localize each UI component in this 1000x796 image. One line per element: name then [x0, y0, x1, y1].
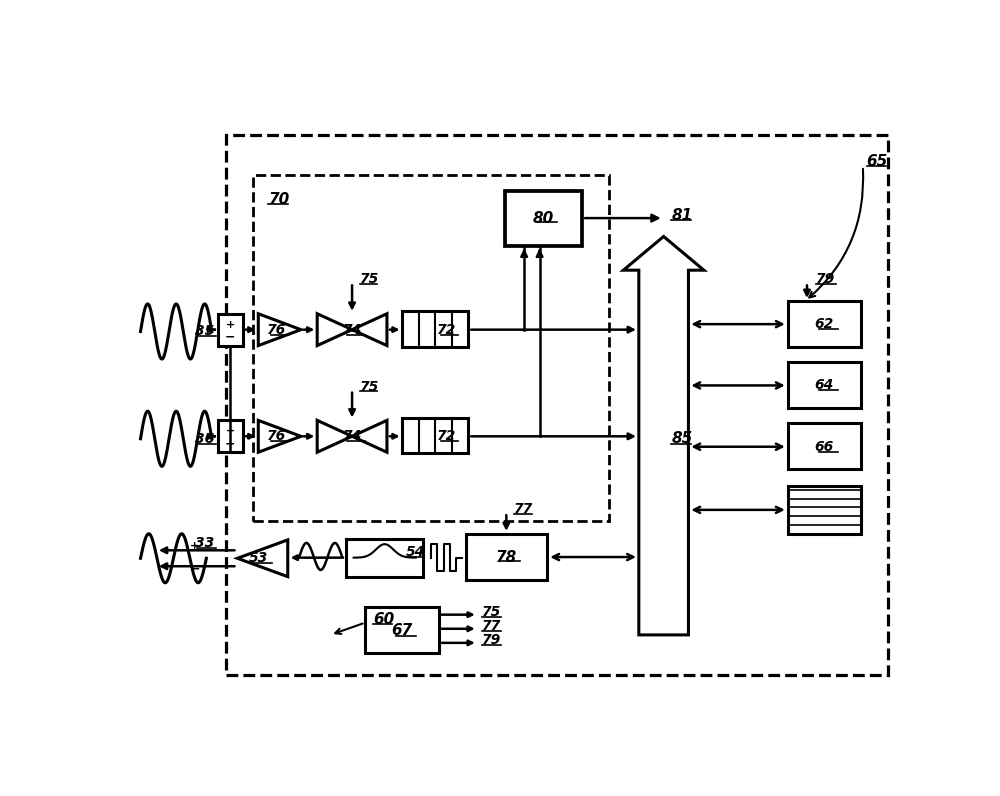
Text: 36: 36 [195, 431, 214, 446]
Text: 53: 53 [249, 552, 268, 565]
Text: −: − [225, 437, 236, 451]
Text: 35: 35 [195, 325, 214, 338]
Text: 80: 80 [533, 211, 554, 225]
FancyBboxPatch shape [505, 190, 582, 246]
Text: −: − [225, 330, 236, 344]
FancyBboxPatch shape [788, 486, 861, 534]
Text: 64: 64 [814, 378, 834, 392]
Text: 72: 72 [437, 322, 456, 337]
FancyBboxPatch shape [218, 314, 243, 345]
Text: 67: 67 [391, 623, 412, 638]
Text: 66: 66 [814, 439, 834, 454]
Text: 60: 60 [373, 612, 394, 627]
Text: 75: 75 [482, 605, 501, 619]
Text: 74: 74 [342, 429, 362, 443]
FancyBboxPatch shape [402, 418, 468, 454]
FancyBboxPatch shape [365, 607, 439, 654]
Text: −: − [190, 562, 200, 576]
FancyBboxPatch shape [788, 423, 861, 470]
Text: 81: 81 [671, 208, 693, 223]
Text: 79: 79 [482, 634, 501, 647]
Text: 77: 77 [514, 502, 533, 517]
Text: +: + [226, 320, 235, 330]
Text: +: + [226, 427, 235, 436]
Text: 76: 76 [267, 429, 287, 443]
Text: 72: 72 [437, 429, 456, 443]
Text: 75: 75 [360, 380, 379, 394]
Text: 77: 77 [482, 619, 501, 634]
Text: 62: 62 [814, 317, 834, 331]
Text: 54: 54 [406, 545, 425, 559]
Text: 78: 78 [496, 549, 517, 564]
Text: 70: 70 [268, 192, 290, 207]
Text: 75: 75 [360, 272, 379, 287]
Text: 65: 65 [867, 154, 888, 169]
FancyBboxPatch shape [788, 362, 861, 408]
Text: 74: 74 [342, 322, 362, 337]
Text: 79: 79 [816, 272, 836, 287]
Text: 85: 85 [671, 431, 693, 447]
FancyBboxPatch shape [346, 539, 423, 576]
FancyBboxPatch shape [218, 420, 243, 452]
Text: +: + [190, 541, 199, 551]
Text: 33: 33 [195, 536, 214, 550]
FancyBboxPatch shape [402, 311, 468, 347]
FancyBboxPatch shape [466, 534, 547, 579]
FancyBboxPatch shape [788, 301, 861, 347]
Text: 76: 76 [267, 322, 287, 337]
